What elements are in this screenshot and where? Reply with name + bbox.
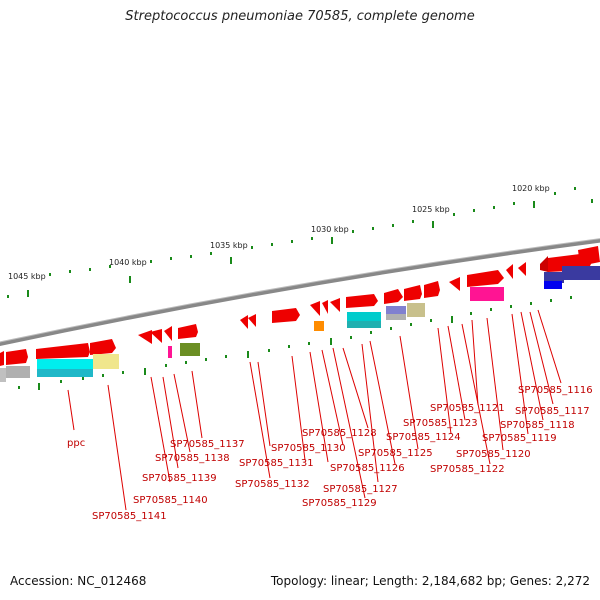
feature-box — [6, 366, 30, 378]
gene-label: SP70585_1116 — [518, 385, 593, 396]
gene-label: SP70585_1141 — [92, 511, 167, 522]
feature-box — [37, 359, 93, 370]
gene-arrow — [36, 343, 90, 359]
gene-arrow — [518, 262, 526, 276]
feature-box — [37, 369, 93, 377]
feature-box — [386, 306, 406, 314]
gene-label: SP70585_1120 — [456, 449, 531, 460]
gene-arrow — [0, 351, 4, 366]
gene-label: SP70585_1129 — [302, 498, 377, 509]
feature-box — [93, 354, 119, 369]
label-leader-lines — [67, 309, 562, 511]
gene-label: SP70585_1130 — [271, 443, 346, 454]
gene-arrow — [384, 289, 403, 304]
gene-label: SP70585_1122 — [430, 464, 505, 475]
genome-summary-text: Topology: linear; Length: 2,184,682 bp; … — [270, 574, 590, 588]
scale-label-1045: 1045 kbp — [8, 272, 46, 281]
gene-arrow — [346, 294, 378, 308]
gene-label: SP70585_1131 — [239, 458, 314, 469]
feature-box — [470, 287, 504, 301]
scale-ticks — [7, 187, 593, 298]
gene-arrow — [467, 270, 504, 287]
feature-box — [386, 314, 406, 320]
gene-label: SP70585_1127 — [323, 484, 398, 495]
gene-label: SP70585_1140 — [133, 495, 208, 506]
gene-label: SP70585_1125 — [358, 448, 433, 459]
gene-label: SP70585_1123 — [403, 418, 478, 429]
gene-arrow — [310, 301, 320, 316]
feature-box — [544, 281, 562, 289]
scale-label-1020: 1020 kbp — [512, 184, 550, 193]
scale-label-1035: 1035 kbp — [210, 241, 248, 250]
gene-arrow — [449, 277, 460, 291]
gene-labels: SP70585_1116 SP70585_1117 SP70585_1118 S… — [67, 385, 593, 522]
gene-label: SP70585_1126 — [330, 463, 405, 474]
scale-label-1040: 1040 kbp — [109, 258, 147, 267]
gene-label: SP70585_1124 — [386, 432, 461, 443]
scale-label-1030: 1030 kbp — [311, 225, 349, 234]
feature-box — [347, 321, 381, 328]
gene-arrow — [578, 246, 600, 266]
accession-text: Accession: NC_012468 — [10, 574, 147, 588]
gene-arrow — [540, 256, 548, 272]
gene-label: SP70585_1119 — [482, 433, 557, 444]
gene-arrow — [90, 339, 116, 355]
gene-label: SP70585_1117 — [515, 406, 590, 417]
gene-arrow — [248, 314, 256, 327]
feature-box — [407, 303, 425, 317]
gene-label: SP70585_1121 — [430, 403, 505, 414]
gene-arrow — [404, 285, 422, 301]
genome-backbone-highlight — [0, 238, 600, 343]
gene-label: SP70585_1139 — [142, 473, 217, 484]
feature-box — [562, 266, 600, 280]
feature-box — [0, 368, 6, 382]
gene-arrow — [240, 315, 248, 329]
gene-track-forward — [0, 246, 600, 366]
gene-arrow — [6, 349, 28, 365]
gene-label: SP70585_1128 — [302, 428, 377, 439]
feature-box — [180, 343, 200, 356]
gene-arrow — [330, 298, 340, 312]
gene-arrow — [424, 281, 440, 298]
gene-label: ppc — [67, 438, 85, 449]
scale-label-1025: 1025 kbp — [412, 205, 450, 214]
gene-label: SP70585_1118 — [500, 420, 575, 431]
gene-label: SP70585_1137 — [170, 439, 245, 450]
gene-arrow — [178, 324, 198, 339]
gene-label: SP70585_1132 — [235, 479, 310, 490]
gene-arrow — [138, 330, 152, 344]
gene-arrow — [150, 329, 162, 343]
feature-box — [544, 272, 564, 283]
feature-box — [347, 312, 381, 322]
feature-track — [0, 266, 600, 382]
gene-arrow — [506, 264, 513, 279]
gene-arrow — [164, 326, 172, 341]
gene-label: SP70585_1138 — [155, 453, 230, 464]
feature-box — [314, 321, 324, 331]
map-title: Streptococcus pneumoniae 70585, complete… — [125, 9, 475, 24]
genome-backbone — [0, 238, 600, 346]
gene-arrow — [322, 300, 328, 314]
feature-box — [168, 346, 172, 358]
gene-arrow — [272, 308, 300, 323]
inner-ticks — [18, 296, 572, 390]
